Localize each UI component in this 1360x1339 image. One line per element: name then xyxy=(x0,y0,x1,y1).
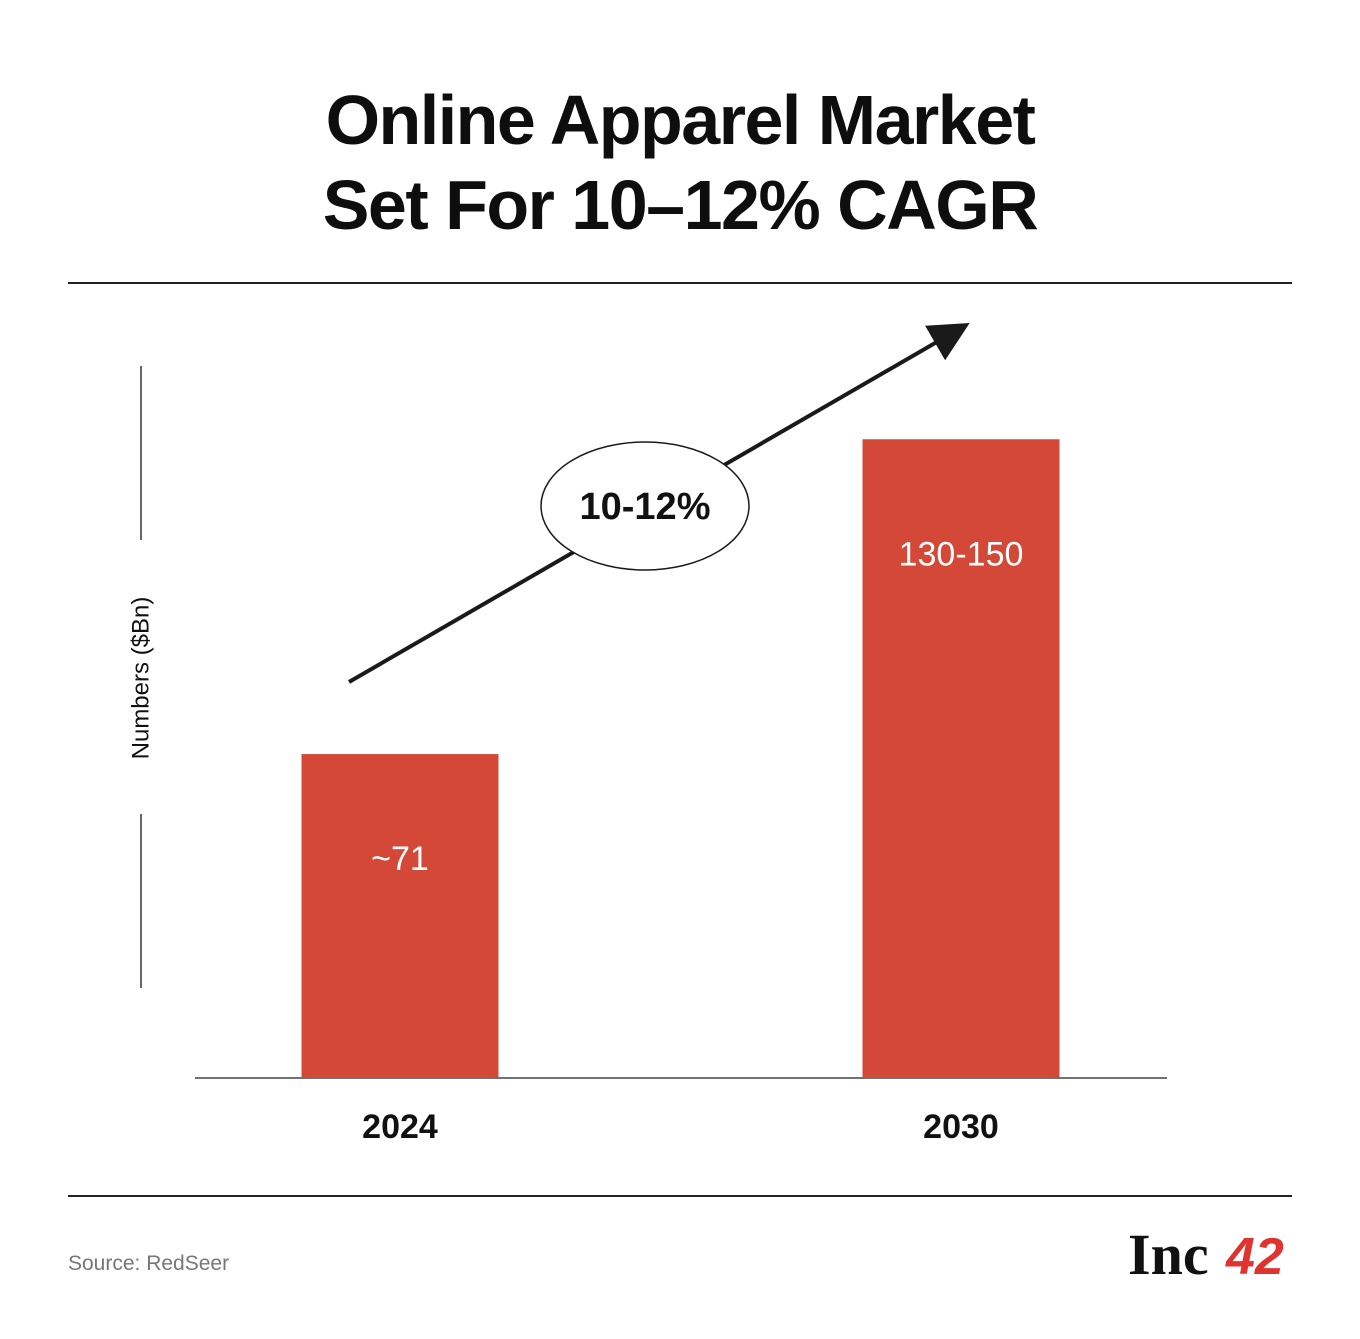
title-line-1: Online Apparel Market xyxy=(325,81,1036,159)
bottom-divider xyxy=(68,1195,1292,1197)
bar-2024 xyxy=(301,754,499,1078)
x-tick-label-2024: 2024 xyxy=(362,1108,438,1146)
x-tick-label-2030: 2030 xyxy=(923,1108,999,1146)
bar-chart: Numbers ($Bn) 2024 2030 ~71 130-150 10-12% xyxy=(128,322,1167,1146)
data-label-2030: 130-150 xyxy=(899,535,1024,573)
cagr-label: 10-12% xyxy=(580,486,711,528)
cagr-ellipse xyxy=(540,441,750,571)
y-axis-label: Numbers ($Bn) xyxy=(128,597,155,760)
logo-number: 42 xyxy=(1225,1228,1284,1284)
chart-title: Online Apparel Market Set For 10–12% CAG… xyxy=(0,78,1360,248)
top-divider xyxy=(68,282,1292,284)
inc42-logo: Inc 42 xyxy=(1128,1222,1284,1284)
bar-2030 xyxy=(862,439,1060,1078)
data-label-2024: ~71 xyxy=(371,840,429,878)
title-line-2: Set For 10–12% CAGR xyxy=(322,166,1039,244)
logo-text: Inc xyxy=(1128,1222,1209,1284)
source-note: Source: RedSeer xyxy=(68,1252,230,1275)
